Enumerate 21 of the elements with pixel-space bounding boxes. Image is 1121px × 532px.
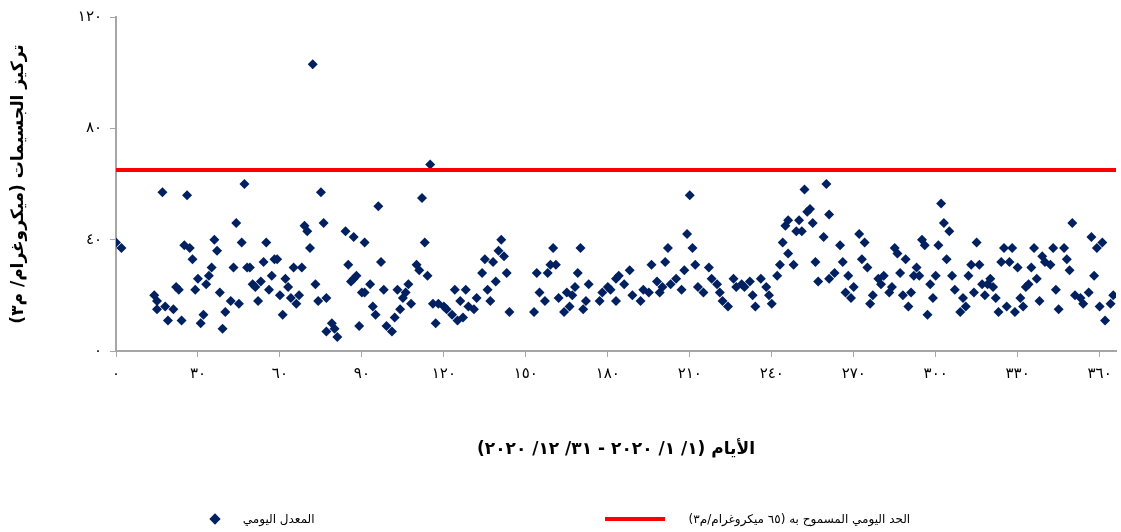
x-tick-label: ٠ (111, 363, 121, 382)
x-axis-title: الأيام (١/ ١/ ٢٠٢٠ - ٣١/ ١٢/ ٢٠٢٠) (477, 438, 755, 459)
x-tick-label: ٩٠ (353, 363, 370, 382)
legend-label: المعدل اليومي (242, 512, 315, 526)
legend-label: الحد اليومي المسموح به (٦٥ ميكروغرام/م٣) (688, 512, 911, 526)
x-tick-label: ٢٤٠ (759, 363, 784, 382)
x-tick-label: ١٢٠ (431, 363, 456, 382)
y-tick-label: ٨٠ (85, 118, 102, 137)
y-axis-title: تركيز الجسيمات (ميكروغرام/ م٣) (6, 44, 28, 324)
y-tick-label: ٠ (93, 340, 102, 359)
x-tick-label: ٢٧٠ (841, 363, 866, 382)
x-tick-label: ٢١٠ (677, 363, 702, 382)
x-tick-label: ٣٣٠ (1005, 363, 1030, 382)
x-tick-label: ١٥٠ (513, 363, 538, 382)
x-tick-label: ٣٠٠ (923, 363, 948, 382)
x-tick-label: ٣٠ (189, 363, 207, 382)
y-tick-label: ١٢٠ (77, 6, 102, 25)
x-tick-label: ٣٦٠ (1087, 363, 1112, 382)
y-tick-label: ٤٠ (85, 229, 102, 248)
x-tick-label: ٦٠ (271, 363, 288, 382)
x-tick-label: ١٨٠ (595, 363, 620, 382)
